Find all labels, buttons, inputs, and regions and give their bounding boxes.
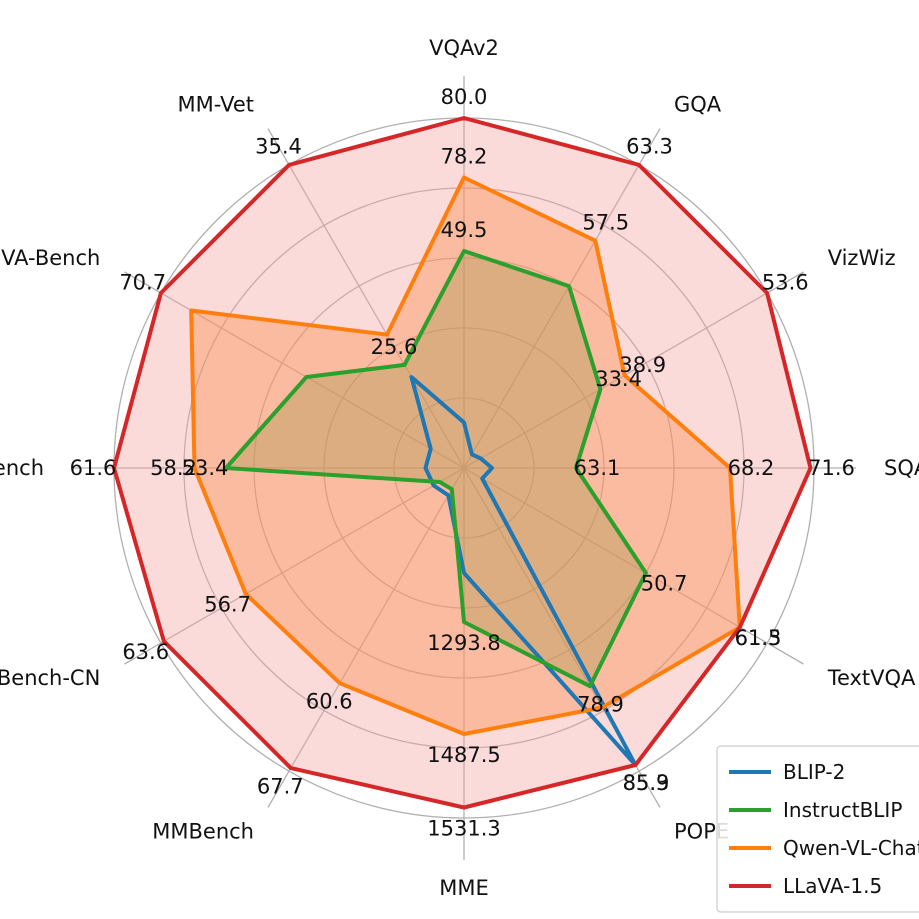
axis-label: MMBench bbox=[152, 820, 254, 844]
data-label: 56.7 bbox=[204, 593, 251, 617]
data-label: 53.4 bbox=[182, 456, 229, 480]
grid-spoke bbox=[124, 467, 465, 665]
data-label: 70.7 bbox=[119, 271, 166, 295]
data-label: 61.3 bbox=[735, 626, 782, 650]
axis-label: MMBench-CN bbox=[0, 666, 100, 690]
data-label: 63.6 bbox=[122, 640, 169, 664]
series-fills bbox=[114, 118, 811, 808]
data-label: 71.6 bbox=[808, 456, 855, 480]
axis-label: MM-Vet bbox=[178, 92, 254, 116]
data-label: 63.1 bbox=[574, 456, 621, 480]
grid-spoke bbox=[463, 271, 804, 469]
data-label: 63.3 bbox=[626, 135, 673, 159]
series-lines bbox=[112, 116, 813, 810]
legend-label: LLaVA-1.5 bbox=[783, 874, 882, 898]
axis-label: TextVQA bbox=[827, 666, 916, 690]
series-line bbox=[409, 375, 638, 767]
data-label: 78.2 bbox=[441, 145, 488, 169]
series-fill bbox=[191, 177, 740, 734]
data-label: 50.7 bbox=[641, 572, 688, 596]
data-label: 57.5 bbox=[582, 211, 629, 235]
data-label: 25.6 bbox=[371, 335, 418, 359]
grid-spoke bbox=[267, 128, 465, 469]
data-label: 61.6 bbox=[70, 456, 117, 480]
axis-label: MME bbox=[439, 876, 489, 900]
data-label: 67.7 bbox=[257, 774, 304, 798]
series-line bbox=[189, 175, 742, 736]
axis-label: VQAv2 bbox=[429, 36, 499, 60]
legend: BLIP-2 InstructBLIP Qwen-VL-Chat LLaVA-1.5 bbox=[716, 745, 919, 913]
grid-spoke bbox=[463, 467, 804, 665]
grid-spoke bbox=[124, 271, 465, 469]
data-label: 85.3 bbox=[623, 771, 670, 795]
legend-label: Qwen-VL-Chat bbox=[783, 836, 919, 860]
data-label: 1531.3 bbox=[427, 817, 500, 841]
data-label: 80.0 bbox=[441, 85, 488, 109]
data-label: 58.2 bbox=[150, 456, 197, 480]
axis-label: VizWiz bbox=[828, 246, 896, 270]
data-label: 78.9 bbox=[577, 692, 624, 716]
axis-label: LLaVA-Bench bbox=[0, 246, 100, 270]
axis-label: SQA-IMG bbox=[884, 456, 919, 480]
legend-label: BLIP-2 bbox=[783, 760, 845, 784]
data-label: 61.5 bbox=[735, 626, 782, 650]
data-label: 53.6 bbox=[762, 271, 809, 295]
series-line bbox=[112, 116, 813, 810]
grid-spoke bbox=[267, 467, 465, 808]
data-label: 49.5 bbox=[441, 218, 488, 242]
grid-spoke bbox=[463, 128, 661, 469]
axis-label: GQA bbox=[674, 92, 722, 116]
data-label: 35.4 bbox=[255, 135, 302, 159]
data-label: 33.4 bbox=[595, 367, 642, 391]
data-label: 60.6 bbox=[306, 689, 353, 713]
series-fill bbox=[226, 251, 646, 687]
data-label: 38.9 bbox=[619, 353, 666, 377]
series-line bbox=[224, 249, 648, 689]
data-labels: 49.5 33.4 63.1 50.7 78.9 1293.8 53.4 25.6 78.2 57… bbox=[70, 85, 855, 841]
axis-labels: VQAv2GQAVizWizSQA-IMGTextVQAPOPEMMEMMBen… bbox=[0, 36, 919, 900]
legend-box bbox=[716, 745, 919, 913]
data-label: 68.2 bbox=[728, 456, 775, 480]
legend-label: InstructBLIP bbox=[783, 798, 902, 822]
axis-label: SEED-Bench bbox=[0, 456, 44, 480]
data-label: 85.9 bbox=[623, 771, 670, 795]
data-label: 1293.8 bbox=[427, 631, 500, 655]
data-label: 1487.5 bbox=[427, 743, 500, 767]
